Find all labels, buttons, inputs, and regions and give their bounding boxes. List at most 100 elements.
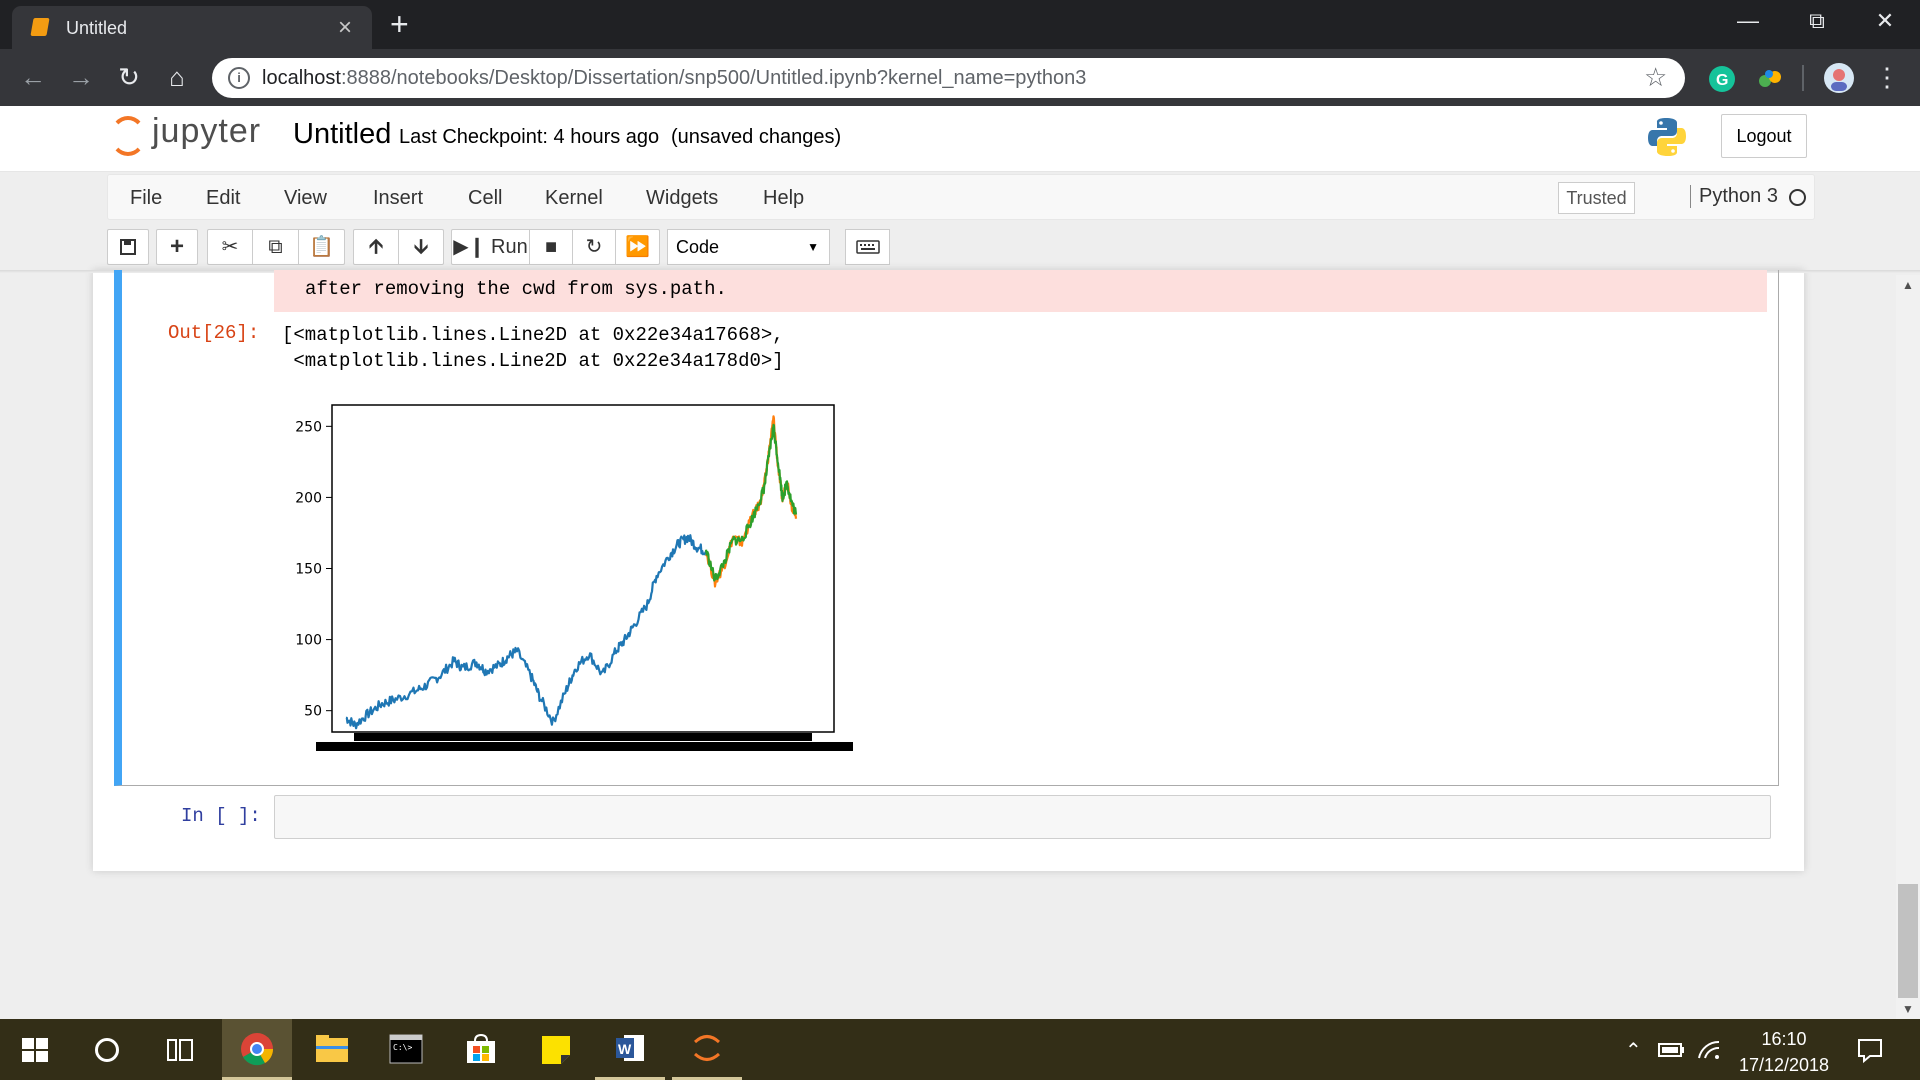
kernel-name: Python 3 [1690,185,1778,208]
wifi-icon[interactable] [1697,1038,1721,1062]
clock-date: 17/12/2018 [1738,1055,1830,1075]
minimize-icon[interactable]: — [1737,8,1759,33]
svg-text:G: G [1716,72,1728,89]
svg-text:W: W [618,1041,632,1057]
menu-help[interactable]: Help [763,187,805,209]
profile-avatar[interactable] [1824,63,1854,93]
toolbar-group-insert: + [156,229,198,265]
address-bar[interactable]: i localhost:8888/notebooks/Desktop/Disse… [212,58,1685,98]
out-prompt: Out[26]: [168,322,260,344]
windows-start-icon[interactable] [22,1038,48,1062]
browser-tab[interactable]: Untitled × [12,6,372,49]
move-up-icon[interactable]: 🡩 [354,230,399,264]
y-tick-label: 100 [295,633,322,649]
menu-cell[interactable]: Cell [468,187,503,209]
toolbar-group-run: ▶❙ Run ■ ↻ ⏩ [451,229,660,265]
command-palette-button[interactable] [845,229,890,265]
sticky-notes-icon[interactable] [541,1035,571,1065]
microsoft-store-icon[interactable] [465,1033,497,1065]
action-center-icon[interactable] [1856,1036,1884,1064]
menu-kernel[interactable]: Kernel [545,187,603,209]
restart-icon[interactable]: ↻ [573,230,616,264]
close-window-icon[interactable]: ✕ [1875,8,1895,33]
run-all-icon[interactable]: ⏩ [625,236,650,258]
menu-dots-icon[interactable]: ⋮ [1874,62,1900,92]
menu-edit[interactable]: Edit [206,187,241,209]
output-line: <matplotlib.lines.Line2D at 0x22e34a178d… [282,350,784,372]
back-icon[interactable]: ← [20,62,46,92]
empty-code-cell-input[interactable] [274,795,1771,839]
home-icon[interactable]: ⌂ [169,62,185,92]
in-prompt: In [ ]: [181,805,261,827]
toolbar-divider [1802,65,1804,91]
task-view-icon[interactable] [166,1036,194,1064]
insert-cell-icon[interactable]: + [169,233,184,260]
url-text: localhost:8888/notebooks/Desktop/Dissert… [262,67,1086,90]
taskbar-chrome[interactable] [222,1019,292,1080]
svg-text:C:\>: C:\> [393,1043,412,1052]
toolbar-group-move: 🡩 🡫 [353,229,444,265]
grammarly-g-icon: G [1716,72,1728,89]
stderr-output [274,270,1767,312]
jupyter-logo-icon[interactable] [110,116,146,156]
logout-button[interactable]: Logout [1721,114,1807,158]
run-button[interactable]: ▶❙ Run [452,230,530,264]
toolbar-group-save [107,229,149,265]
grammarly-extension-icon[interactable]: G [1709,66,1735,92]
save-icon[interactable] [108,230,148,264]
restore-icon[interactable]: ⧉ [1809,8,1825,33]
show-hidden-icons-icon[interactable]: ⌃ [1625,1040,1642,1062]
scroll-down-icon[interactable]: ▼ [1902,1002,1914,1016]
python-logo-icon [1648,118,1686,156]
word-icon: W [616,1035,644,1061]
stderr-text: after removing the cwd from sys.path. [305,278,727,300]
trusted-indicator[interactable]: Trusted [1558,182,1635,214]
y-tick-label: 250 [295,419,322,435]
taskbar-word[interactable]: W [595,1019,665,1080]
interrupt-icon[interactable]: ■ [530,230,573,264]
cell-type-select[interactable]: Code ▼ [667,229,830,265]
chrome-icon [241,1033,274,1066]
scrollbar-thumb[interactable] [1898,884,1918,998]
system-clock[interactable]: 16:10 17/12/2018 [1730,1026,1838,1078]
notebook-menubar: File Edit View Insert Cell Kernel Widget… [107,174,1815,220]
new-tab-icon[interactable]: + [390,6,409,42]
kernel-idle-icon [1789,189,1806,206]
menu-insert[interactable]: Insert [373,187,424,209]
plot-axes [331,404,835,733]
series-line [345,534,707,730]
close-tab-icon[interactable]: × [338,14,353,41]
copy-icon[interactable]: ⧉ [253,230,299,264]
output-line: [<matplotlib.lines.Line2D at 0x22e34a176… [282,324,784,346]
paste-icon[interactable]: 📋 [309,236,334,258]
browser-tab-strip: Untitled × + — ⧉ ✕ [0,0,1920,49]
toolbar-group-edit: ✂ ⧉ 📋 [207,229,345,265]
selected-code-cell[interactable] [114,270,1779,786]
forward-icon[interactable]: → [68,62,94,92]
tab-title: Untitled [66,18,128,38]
reload-icon[interactable]: ↻ [118,62,140,92]
y-tick-label: 50 [304,704,322,720]
taskbar-jupyter[interactable] [672,1019,742,1080]
clock-time: 16:10 [1761,1029,1807,1049]
cortana-search-icon[interactable] [95,1038,119,1062]
site-info-icon[interactable]: i [228,67,250,89]
battery-icon[interactable] [1657,1040,1685,1060]
menu-file[interactable]: File [130,187,163,209]
line-chart: 50 100 150 200 250 [295,404,853,751]
menu-view[interactable]: View [284,187,327,209]
file-explorer-icon[interactable] [315,1034,349,1064]
cut-icon[interactable]: ✂ [208,230,253,264]
run-icon: ▶❙ [453,236,486,258]
extension-icon[interactable] [1756,66,1782,92]
bookmark-star-icon[interactable]: ☆ [1644,62,1668,92]
notebook-title[interactable]: Untitled [293,118,392,150]
y-tick-label: 150 [295,562,322,578]
menu-widgets[interactable]: Widgets [646,187,719,209]
move-down-icon[interactable]: 🡫 [413,236,429,258]
url-path: :8888/notebooks/Desktop/Dissertation/snp… [340,67,1087,89]
scroll-up-icon[interactable]: ▲ [1902,278,1914,292]
command-prompt-icon[interactable]: C:\> [389,1034,423,1064]
jupyter-logo-text[interactable]: jupyter [152,112,262,150]
plot-lines [345,415,798,730]
